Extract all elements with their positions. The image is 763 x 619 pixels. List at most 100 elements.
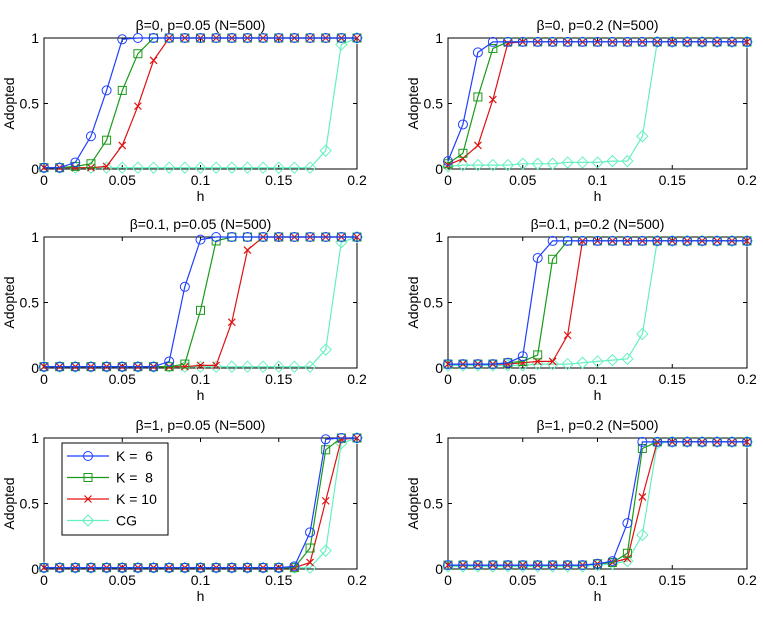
y-tick-label: 0 xyxy=(435,161,443,177)
data-point xyxy=(319,144,332,157)
data-point xyxy=(147,161,160,174)
data-point xyxy=(563,331,572,340)
y-axis-label: Adopted xyxy=(405,276,421,328)
data-point xyxy=(305,527,316,538)
y-tick-label: 0 xyxy=(31,360,39,376)
data-point xyxy=(517,351,528,362)
data-point xyxy=(622,36,633,47)
data-point xyxy=(667,36,678,47)
axes-box xyxy=(447,437,748,570)
data-point xyxy=(488,95,497,104)
subplot-1: 0 0.05 0.1 0.15 0.2 0 0.5 1 β=0, p=0.05 (N=500) h… xyxy=(1,17,367,204)
data-point xyxy=(727,36,738,47)
subplot-title: β=1, p=0.2 (N=500) xyxy=(536,417,658,433)
data-point xyxy=(623,554,632,563)
data-point xyxy=(288,360,301,373)
data-point xyxy=(667,436,678,447)
series-line xyxy=(448,441,747,566)
legend-marker xyxy=(84,495,92,503)
data-point xyxy=(352,232,362,242)
data-point xyxy=(443,560,453,571)
series-line xyxy=(44,437,357,569)
data-point xyxy=(621,154,634,168)
legend-box xyxy=(61,442,169,536)
data-point xyxy=(132,33,143,43)
data-point xyxy=(319,343,332,356)
data-point xyxy=(39,562,49,573)
data-point xyxy=(179,33,190,43)
data-point xyxy=(133,49,143,59)
data-point xyxy=(195,562,206,573)
data-point xyxy=(273,33,284,43)
data-point xyxy=(622,235,633,246)
data-point xyxy=(85,131,96,142)
data-point xyxy=(272,360,285,373)
y-tick-label: 0 xyxy=(31,561,39,577)
y-tick-label: 1 xyxy=(31,30,39,46)
x-tick-label: 0 xyxy=(40,172,48,188)
x-tick-label: 0.2 xyxy=(737,172,757,188)
x-tick-label: 0 xyxy=(444,172,452,188)
data-point xyxy=(86,159,96,169)
x-tick-label: 0.05 xyxy=(109,371,136,387)
x-tick-label: 0.1 xyxy=(588,172,608,188)
data-point xyxy=(242,232,253,242)
series-line xyxy=(44,236,357,368)
data-point xyxy=(592,558,603,569)
data-point xyxy=(178,161,192,174)
data-point xyxy=(212,361,221,370)
data-point xyxy=(289,561,300,572)
x-tick-label: 0.15 xyxy=(659,572,686,588)
data-point xyxy=(518,356,528,366)
x-tick-label: 0 xyxy=(40,572,48,588)
data-point xyxy=(305,543,315,553)
data-point xyxy=(243,246,252,255)
data-point xyxy=(712,235,723,246)
data-point xyxy=(546,157,559,170)
x-tick-label: 0.1 xyxy=(191,371,211,387)
data-point xyxy=(54,361,65,372)
subplot-3: 0 0.05 0.1 0.15 0.2 0 0.5 1 β=0.1, p=0.05 (N=500… xyxy=(1,216,367,403)
data-point xyxy=(162,161,176,174)
data-point xyxy=(607,235,618,246)
x-tick-label: 0.1 xyxy=(191,172,211,188)
x-tick-label: 0.15 xyxy=(659,172,686,188)
series-k6 xyxy=(39,232,362,372)
data-point xyxy=(727,436,738,447)
data-point xyxy=(101,361,112,372)
data-point xyxy=(288,161,301,174)
y-axis-label: Adopted xyxy=(405,477,421,529)
x-tick-label: 0.1 xyxy=(191,572,211,588)
axes-box xyxy=(43,236,358,369)
data-point xyxy=(472,359,483,370)
subplot-4: 0 0.05 0.1 0.15 0.2 0 0.5 1 β=0.1, p=0.2 (N=500)… xyxy=(405,216,757,403)
data-point xyxy=(592,36,603,47)
data-point xyxy=(196,305,205,315)
data-point xyxy=(149,56,158,65)
x-tick-label: 0.05 xyxy=(109,572,136,588)
data-point xyxy=(697,36,708,47)
data-point xyxy=(195,234,206,245)
data-point xyxy=(164,356,175,367)
data-point xyxy=(457,560,468,571)
data-point xyxy=(501,158,515,172)
y-tick-label: 0.5 xyxy=(424,295,444,311)
data-point xyxy=(211,232,222,242)
data-point xyxy=(179,281,190,292)
x-tick-label: 0.2 xyxy=(347,572,367,588)
legend-marker xyxy=(83,451,93,461)
y-tick-label: 0.5 xyxy=(20,96,40,112)
data-point xyxy=(487,560,498,571)
data-point xyxy=(636,528,649,542)
data-point xyxy=(100,161,113,174)
data-point xyxy=(303,561,317,574)
y-tick-label: 1 xyxy=(31,430,39,446)
legend: K = 6 K = 8 K = 10 CG xyxy=(61,442,169,536)
data-point xyxy=(636,327,649,341)
x-tick-label: 0.05 xyxy=(509,371,536,387)
data-point xyxy=(336,232,347,242)
y-tick-label: 0 xyxy=(435,360,443,376)
data-point xyxy=(101,562,112,573)
data-point xyxy=(502,357,513,368)
data-point xyxy=(226,33,237,43)
